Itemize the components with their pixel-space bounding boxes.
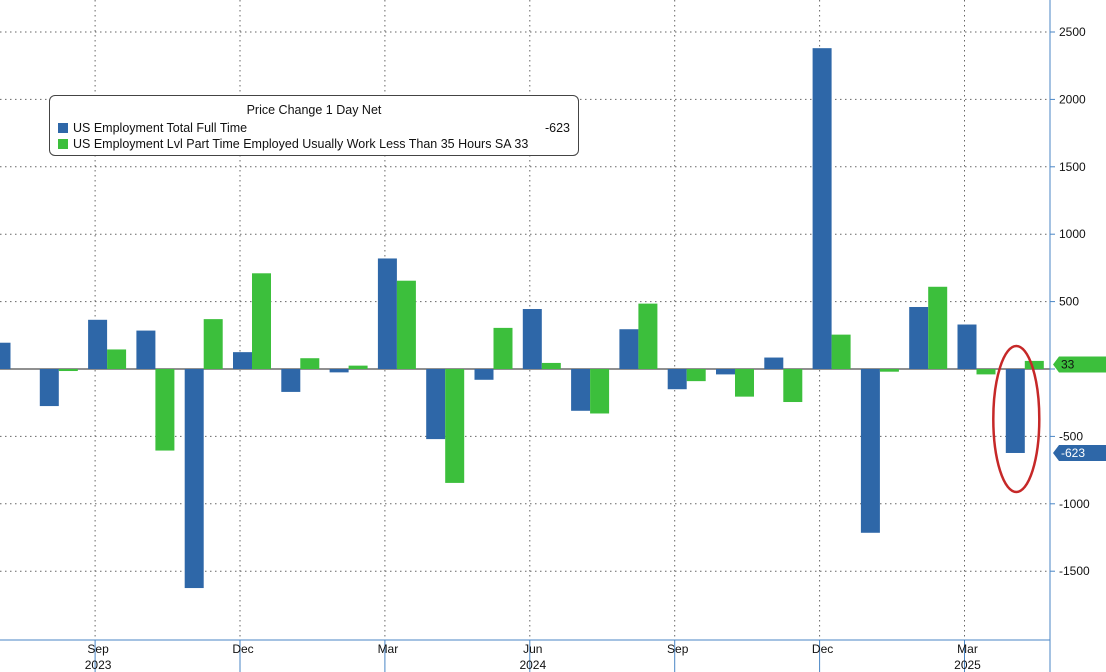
bar-part-time	[445, 369, 465, 483]
bar-full-time	[667, 369, 687, 390]
x-year-label: 2024	[519, 658, 546, 672]
x-year-label: 2023	[85, 658, 112, 672]
x-tick-label: Sep	[667, 642, 689, 656]
bar-part-time	[1024, 360, 1044, 369]
bar-part-time	[107, 349, 127, 369]
bar-full-time	[957, 324, 977, 369]
last-value-tag-part-time: 33	[1061, 358, 1075, 372]
y-tick-label: 500	[1059, 295, 1079, 309]
y-tick-label: 1500	[1059, 160, 1086, 174]
bar-full-time	[136, 330, 156, 369]
x-tick-label: Jun	[523, 642, 542, 656]
bar-full-time	[329, 369, 349, 373]
bar-full-time	[377, 258, 397, 369]
bar-part-time	[348, 365, 368, 369]
bar-full-time	[812, 48, 832, 370]
last-value-tag-full-time: -623	[1061, 446, 1085, 460]
bar-part-time	[58, 369, 78, 372]
legend-value-part-time: 33	[514, 137, 529, 151]
bar-full-time	[281, 369, 301, 392]
bar-full-time	[39, 369, 59, 407]
y-tick-label: -1000	[1059, 497, 1090, 511]
bar-full-time	[184, 369, 204, 589]
y-tick-label: -500	[1059, 429, 1083, 443]
legend-label-part-time: US Employment Lvl Part Time Employed Usu…	[73, 137, 511, 151]
x-tick-label: Mar	[957, 642, 978, 656]
x-tick-label: Mar	[378, 642, 399, 656]
bar-part-time	[590, 369, 610, 414]
bar-full-time	[233, 352, 252, 369]
bar-part-time	[879, 369, 899, 372]
bar-full-time	[860, 369, 880, 533]
x-tick-label: Dec	[812, 642, 833, 656]
bar-full-time	[474, 369, 494, 380]
y-tick-label: -1500	[1059, 564, 1090, 578]
last-value-tag-full-time-bg	[1053, 444, 1106, 461]
bar-part-time	[783, 369, 803, 403]
bar-part-time	[831, 334, 851, 369]
bar-part-time	[928, 286, 948, 369]
legend-swatch-full-time	[58, 123, 68, 133]
highlight-circle	[992, 344, 1041, 494]
bar-full-time	[88, 319, 108, 369]
bar-part-time	[686, 369, 706, 382]
x-tick-label: Sep	[87, 642, 109, 656]
bar-part-time	[300, 358, 320, 369]
bar-part-time	[155, 369, 175, 451]
bar-part-time	[976, 369, 996, 375]
bar-part-time	[638, 303, 658, 369]
y-tick-label: 2500	[1059, 25, 1086, 39]
bar-full-time	[426, 369, 446, 440]
legend-entry-full-time: US Employment Total Full Time -623	[58, 120, 570, 136]
y-tick-label: 2000	[1059, 92, 1086, 106]
bar-part-time	[541, 362, 561, 369]
last-value-tag-part-time-bg	[1053, 356, 1106, 373]
legend-value-full-time: -623	[544, 121, 570, 135]
bar-full-time	[1005, 369, 1025, 453]
chart-title: Price Change 1 Day Net	[246, 103, 382, 117]
bar-full-time	[571, 369, 591, 411]
bar-full-time	[0, 342, 11, 369]
bar-part-time	[203, 319, 223, 369]
bar-full-time	[716, 369, 735, 375]
bar-full-time	[909, 306, 929, 369]
y-tick-label: 1000	[1059, 227, 1086, 241]
legend: Price Change 1 Day Net US Employment Tot…	[49, 95, 579, 156]
x-year-label: 2025	[954, 658, 981, 672]
legend-label-full-time: US Employment Total Full Time	[73, 121, 248, 135]
legend-entry-part-time: US Employment Lvl Part Time Employed Usu…	[58, 136, 570, 152]
x-tick-label: Dec	[232, 642, 253, 656]
bar-part-time	[735, 369, 754, 397]
bar-part-time	[396, 280, 416, 369]
legend-swatch-part-time	[58, 139, 68, 149]
bar-full-time	[619, 329, 639, 369]
bar-part-time	[493, 327, 513, 369]
bar-full-time	[522, 309, 542, 369]
bar-full-time	[764, 357, 784, 369]
bar-part-time	[252, 273, 271, 369]
